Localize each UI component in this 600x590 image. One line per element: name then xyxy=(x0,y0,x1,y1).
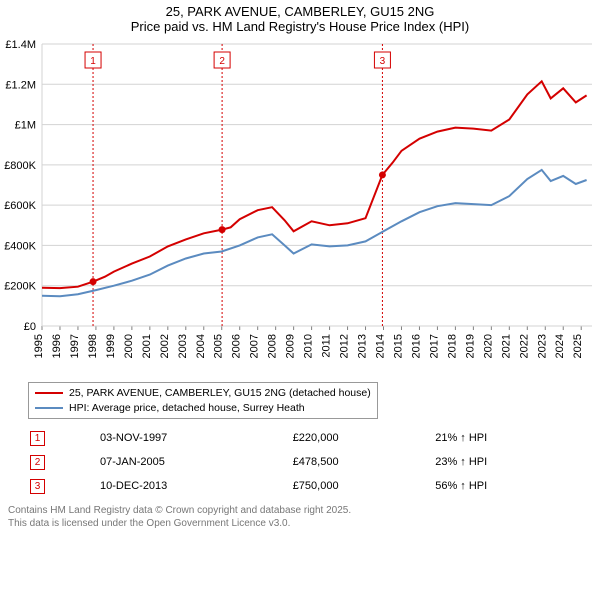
svg-text:2018: 2018 xyxy=(446,334,458,358)
footer-line-1: Contains HM Land Registry data © Crown c… xyxy=(8,505,592,518)
svg-text:1995: 1995 xyxy=(33,334,45,358)
sale-price: £478,500 xyxy=(293,451,434,473)
svg-text:2012: 2012 xyxy=(339,334,351,358)
svg-text:3: 3 xyxy=(380,56,386,67)
sale-delta: 56% ↑ HPI xyxy=(435,475,590,497)
svg-text:2006: 2006 xyxy=(231,334,243,358)
sales-table: 1 03-NOV-1997£220,00021% ↑ HPI 2 07-JAN-200… xyxy=(28,425,592,499)
svg-text:2001: 2001 xyxy=(141,334,153,358)
sale-marker-box: 2 xyxy=(30,455,45,470)
svg-text:2021: 2021 xyxy=(500,334,512,358)
svg-text:2004: 2004 xyxy=(195,334,207,358)
svg-text:1999: 1999 xyxy=(105,334,117,358)
svg-text:1997: 1997 xyxy=(69,334,81,358)
svg-text:2025: 2025 xyxy=(572,334,584,358)
legend: 25, PARK AVENUE, CAMBERLEY, GU15 2NG (de… xyxy=(28,382,378,419)
svg-text:2022: 2022 xyxy=(518,334,530,358)
svg-text:2002: 2002 xyxy=(159,334,171,358)
sale-delta: 21% ↑ HPI xyxy=(435,427,590,449)
sale-marker-box: 3 xyxy=(30,479,45,494)
legend-label: HPI: Average price, detached house, Surr… xyxy=(69,402,305,414)
svg-text:£1M: £1M xyxy=(15,120,36,132)
svg-text:2007: 2007 xyxy=(249,334,261,358)
sale-date: 10-DEC-2013 xyxy=(100,475,291,497)
svg-text:2000: 2000 xyxy=(123,334,135,358)
sale-delta: 23% ↑ HPI xyxy=(435,451,590,473)
footer-line-2: This data is licensed under the Open Gov… xyxy=(8,518,592,531)
table-row: 1 03-NOV-1997£220,00021% ↑ HPI xyxy=(30,427,590,449)
svg-text:£800K: £800K xyxy=(4,160,36,172)
sale-marker-box: 1 xyxy=(30,431,45,446)
svg-text:2014: 2014 xyxy=(375,334,387,358)
svg-text:2005: 2005 xyxy=(213,334,225,358)
legend-label: 25, PARK AVENUE, CAMBERLEY, GU15 2NG (de… xyxy=(69,387,371,399)
svg-text:2010: 2010 xyxy=(303,334,315,358)
svg-text:2016: 2016 xyxy=(410,334,422,358)
svg-text:2024: 2024 xyxy=(554,334,566,358)
title-line-1: 25, PARK AVENUE, CAMBERLEY, GU15 2NG xyxy=(0,4,600,19)
table-row: 2 07-JAN-2005£478,50023% ↑ HPI xyxy=(30,451,590,473)
svg-text:2020: 2020 xyxy=(482,334,494,358)
svg-text:1998: 1998 xyxy=(87,334,99,358)
svg-text:2015: 2015 xyxy=(392,334,404,358)
sale-date: 03-NOV-1997 xyxy=(100,427,291,449)
sale-price: £220,000 xyxy=(293,427,434,449)
svg-text:2023: 2023 xyxy=(536,334,548,358)
svg-text:1996: 1996 xyxy=(51,334,63,358)
svg-text:2019: 2019 xyxy=(464,334,476,358)
attribution-footer: Contains HM Land Registry data © Crown c… xyxy=(8,505,592,530)
svg-text:2: 2 xyxy=(219,56,225,67)
svg-text:£400K: £400K xyxy=(4,240,36,252)
title-line-2: Price paid vs. HM Land Registry's House … xyxy=(0,19,600,34)
svg-text:1: 1 xyxy=(90,56,96,67)
sale-price: £750,000 xyxy=(293,475,434,497)
legend-swatch xyxy=(35,407,63,409)
svg-text:£600K: £600K xyxy=(4,200,36,212)
table-row: 3 10-DEC-2013£750,00056% ↑ HPI xyxy=(30,475,590,497)
svg-text:£200K: £200K xyxy=(4,281,36,293)
chart-title-block: 25, PARK AVENUE, CAMBERLEY, GU15 2NG Pri… xyxy=(0,0,600,36)
svg-text:2003: 2003 xyxy=(177,334,189,358)
svg-text:£0: £0 xyxy=(24,321,36,333)
chart-area: £0 £200K £400K £600K £800K £1M £1.2M £1.4M 1995 1… xyxy=(0,36,600,376)
legend-row: HPI: Average price, detached house, Surr… xyxy=(35,402,371,414)
legend-swatch xyxy=(35,392,63,394)
svg-text:2017: 2017 xyxy=(428,334,440,358)
svg-text:2013: 2013 xyxy=(357,334,369,358)
svg-text:£1.4M: £1.4M xyxy=(5,39,36,51)
sale-date: 07-JAN-2005 xyxy=(100,451,291,473)
svg-text:2008: 2008 xyxy=(267,334,279,358)
legend-row: 25, PARK AVENUE, CAMBERLEY, GU15 2NG (de… xyxy=(35,387,371,399)
svg-text:£1.2M: £1.2M xyxy=(5,79,36,91)
price-line-chart: £0 £200K £400K £600K £800K £1M £1.2M £1.4M 1995 1… xyxy=(0,36,600,376)
svg-text:2009: 2009 xyxy=(285,334,297,358)
svg-text:2011: 2011 xyxy=(321,334,333,358)
